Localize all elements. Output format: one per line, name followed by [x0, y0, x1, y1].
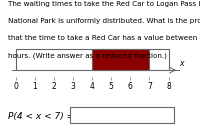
- Text: x: x: [180, 59, 184, 68]
- Bar: [92, 49, 149, 70]
- Text: that the time to take a Red Car has a value between 4 and 7: that the time to take a Red Car has a va…: [8, 35, 200, 42]
- Bar: [92, 49, 149, 70]
- Bar: [16, 49, 169, 70]
- Text: National Park is uniformly distributed. What is the probability: National Park is uniformly distributed. …: [8, 18, 200, 24]
- Text: The waiting times to take the Red Car to Logan Pass in Glacier: The waiting times to take the Red Car to…: [8, 1, 200, 7]
- Text: P(4 < x < 7) =: P(4 < x < 7) =: [8, 112, 74, 121]
- Text: hours. (Write answer as a reduced fraction.): hours. (Write answer as a reduced fracti…: [8, 53, 167, 59]
